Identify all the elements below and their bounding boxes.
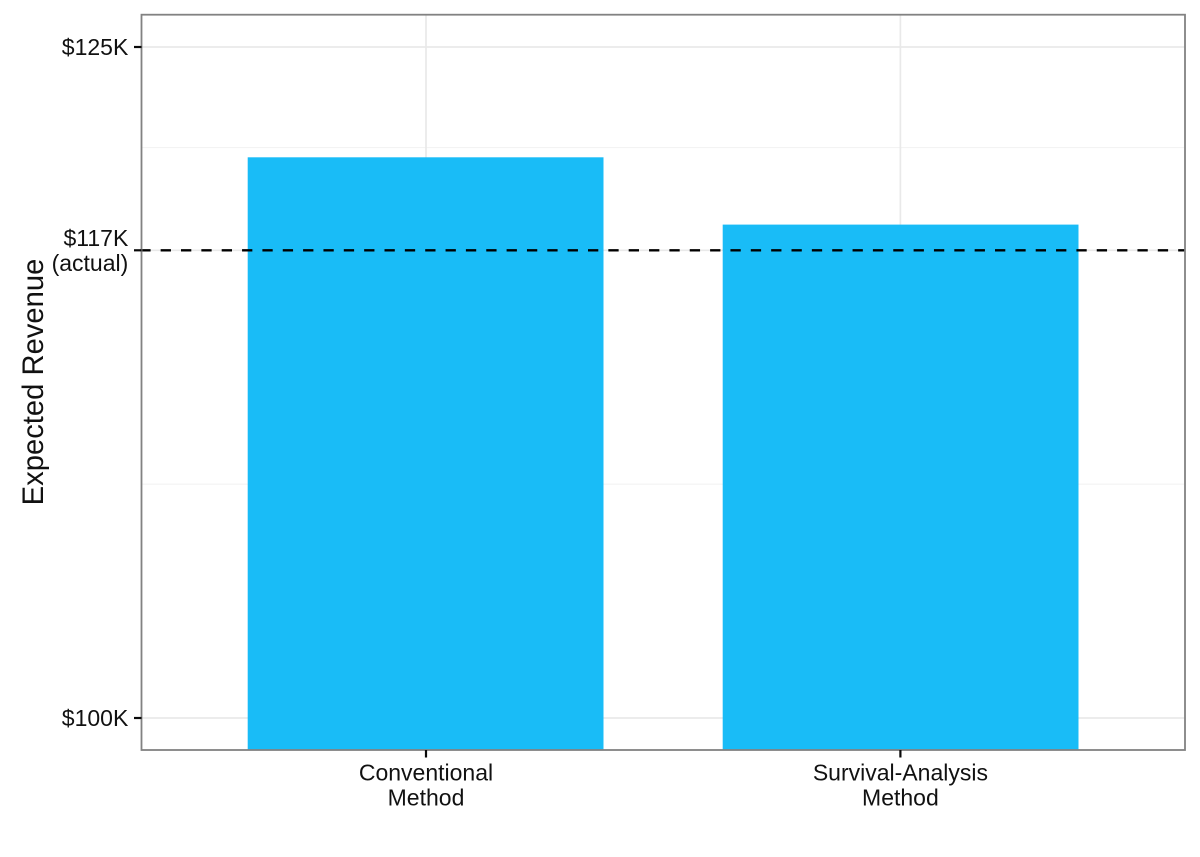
svg-text:(actual): (actual) [52,250,129,276]
svg-text:Method: Method [388,784,465,810]
svg-text:Conventional: Conventional [359,760,493,786]
svg-text:Expected Revenue: Expected Revenue [18,259,50,506]
svg-text:$125K: $125K [62,34,129,60]
svg-text:Method: Method [862,784,939,810]
svg-text:$117K: $117K [63,225,128,251]
svg-text:$100K: $100K [62,705,129,731]
svg-text:Survival-Analysis: Survival-Analysis [813,760,988,786]
